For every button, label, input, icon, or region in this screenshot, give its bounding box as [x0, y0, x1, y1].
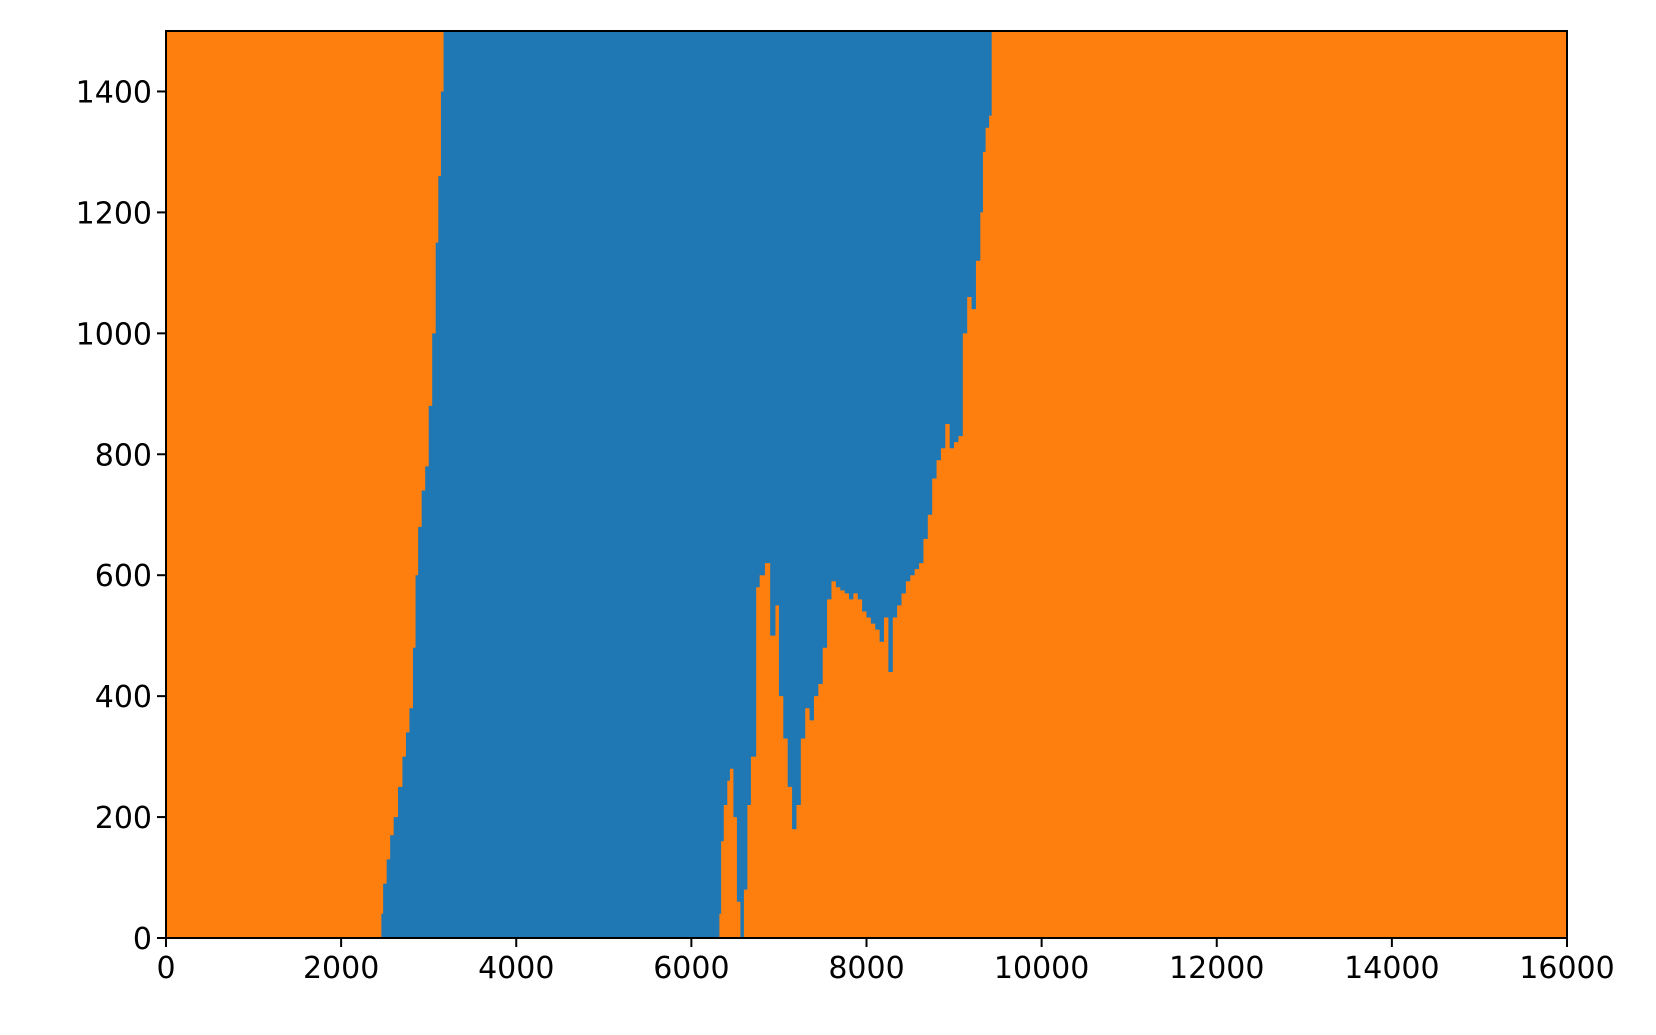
- x-tick-label: 16000: [1519, 951, 1614, 986]
- x-tick-label: 12000: [1169, 951, 1264, 986]
- x-tick-label: 10000: [994, 951, 1089, 986]
- axes: 0 2000 4000 6000 8000 10000 12000 14000 16000 0 20…: [76, 30, 1615, 986]
- series-blue-area: [381, 31, 995, 938]
- x-tick-label: 14000: [1344, 951, 1439, 986]
- y-tick-label: 800: [95, 438, 152, 473]
- x-tick-label: 8000: [828, 951, 904, 986]
- y-tick-label: 1200: [76, 196, 152, 231]
- y-tick-label: 1400: [76, 75, 152, 110]
- y-tick-label: 400: [95, 680, 152, 715]
- y-tick-label: 600: [95, 559, 152, 594]
- x-tick-label: 2000: [303, 951, 379, 986]
- x-tick-label: 0: [156, 951, 175, 986]
- plot-area: [166, 31, 1567, 938]
- x-tick-label: 4000: [478, 951, 554, 986]
- x-tick-label: 6000: [653, 951, 729, 986]
- y-tick-label: 1000: [76, 317, 152, 352]
- y-tick-label: 0: [133, 922, 152, 957]
- y-tick-label: 200: [95, 801, 152, 836]
